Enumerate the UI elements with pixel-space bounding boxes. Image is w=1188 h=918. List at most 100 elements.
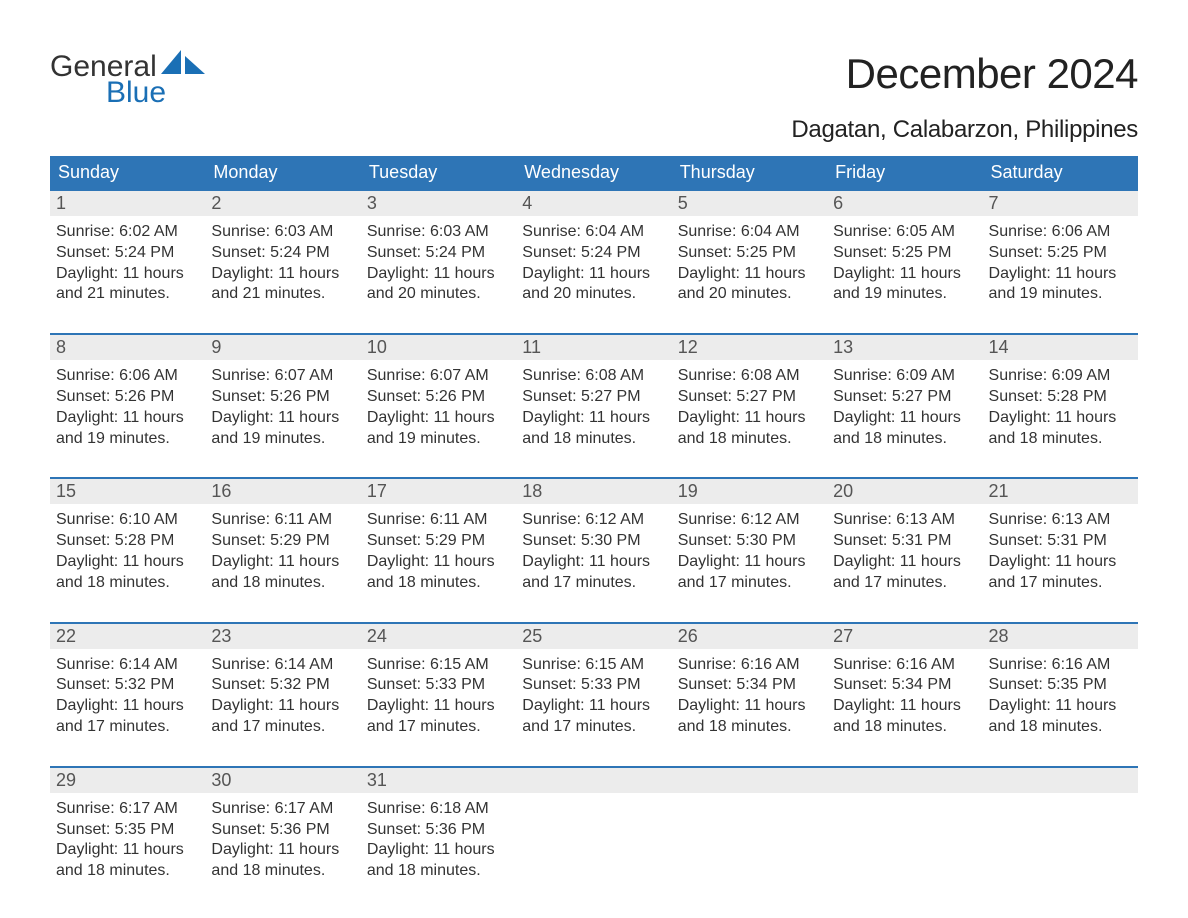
- day-cell: 8Sunrise: 6:06 AMSunset: 5:26 PMDaylight…: [50, 335, 205, 453]
- daylight-text: Daylight: 11 hours and 20 minutes.: [678, 264, 821, 306]
- day-number: 5: [672, 191, 827, 216]
- day-cell: 9Sunrise: 6:07 AMSunset: 5:26 PMDaylight…: [205, 335, 360, 453]
- sunrise-text: Sunrise: 6:14 AM: [56, 655, 199, 676]
- sunset-text: Sunset: 5:27 PM: [678, 387, 821, 408]
- sunrise-text: Sunrise: 6:08 AM: [678, 366, 821, 387]
- daylight-text: Daylight: 11 hours and 18 minutes.: [989, 696, 1132, 738]
- daylight-text: Daylight: 11 hours and 18 minutes.: [211, 552, 354, 594]
- day-cell: 5Sunrise: 6:04 AMSunset: 5:25 PMDaylight…: [672, 191, 827, 309]
- sunset-text: Sunset: 5:26 PM: [56, 387, 199, 408]
- daylight-text: Daylight: 11 hours and 21 minutes.: [56, 264, 199, 306]
- sunset-text: Sunset: 5:29 PM: [367, 531, 510, 552]
- day-body: Sunrise: 6:16 AMSunset: 5:34 PMDaylight:…: [672, 649, 827, 742]
- daylight-text: Daylight: 11 hours and 18 minutes.: [833, 408, 976, 450]
- day-body: Sunrise: 6:18 AMSunset: 5:36 PMDaylight:…: [361, 793, 516, 886]
- sunset-text: Sunset: 5:31 PM: [989, 531, 1132, 552]
- sunset-text: Sunset: 5:29 PM: [211, 531, 354, 552]
- day-cell: 23Sunrise: 6:14 AMSunset: 5:32 PMDayligh…: [205, 624, 360, 742]
- weekday-header: Sunday: [50, 156, 205, 191]
- daylight-text: Daylight: 11 hours and 17 minutes.: [522, 552, 665, 594]
- daylight-text: Daylight: 11 hours and 19 minutes.: [211, 408, 354, 450]
- day-number: 7: [983, 191, 1138, 216]
- daylight-text: Daylight: 11 hours and 18 minutes.: [989, 408, 1132, 450]
- day-cell: 1Sunrise: 6:02 AMSunset: 5:24 PMDaylight…: [50, 191, 205, 309]
- sunrise-text: Sunrise: 6:06 AM: [989, 222, 1132, 243]
- week-row: 1Sunrise: 6:02 AMSunset: 5:24 PMDaylight…: [50, 191, 1138, 309]
- day-number: 12: [672, 335, 827, 360]
- day-cell: 22Sunrise: 6:14 AMSunset: 5:32 PMDayligh…: [50, 624, 205, 742]
- sunrise-text: Sunrise: 6:18 AM: [367, 799, 510, 820]
- day-number: 31: [361, 768, 516, 793]
- day-number: 28: [983, 624, 1138, 649]
- day-number: 19: [672, 479, 827, 504]
- day-number: 17: [361, 479, 516, 504]
- day-number: 24: [361, 624, 516, 649]
- daylight-text: Daylight: 11 hours and 17 minutes.: [56, 696, 199, 738]
- day-body: Sunrise: 6:10 AMSunset: 5:28 PMDaylight:…: [50, 504, 205, 597]
- sunrise-text: Sunrise: 6:15 AM: [367, 655, 510, 676]
- sunrise-text: Sunrise: 6:07 AM: [211, 366, 354, 387]
- day-number: 1: [50, 191, 205, 216]
- day-number: 23: [205, 624, 360, 649]
- sunrise-text: Sunrise: 6:17 AM: [56, 799, 199, 820]
- daylight-text: Daylight: 11 hours and 17 minutes.: [989, 552, 1132, 594]
- daylight-text: Daylight: 11 hours and 17 minutes.: [678, 552, 821, 594]
- day-cell: 13Sunrise: 6:09 AMSunset: 5:27 PMDayligh…: [827, 335, 982, 453]
- daylight-text: Daylight: 11 hours and 19 minutes.: [833, 264, 976, 306]
- sunset-text: Sunset: 5:32 PM: [211, 675, 354, 696]
- day-cell: 15Sunrise: 6:10 AMSunset: 5:28 PMDayligh…: [50, 479, 205, 597]
- sail-icon: [161, 50, 207, 80]
- day-body: Sunrise: 6:14 AMSunset: 5:32 PMDaylight:…: [205, 649, 360, 742]
- weekday-header: Thursday: [672, 156, 827, 191]
- day-cell: 10Sunrise: 6:07 AMSunset: 5:26 PMDayligh…: [361, 335, 516, 453]
- sunset-text: Sunset: 5:27 PM: [522, 387, 665, 408]
- sunset-text: Sunset: 5:36 PM: [211, 820, 354, 841]
- daylight-text: Daylight: 11 hours and 19 minutes.: [989, 264, 1132, 306]
- day-number: 4: [516, 191, 671, 216]
- month-title: December 2024: [791, 50, 1138, 98]
- sunset-text: Sunset: 5:25 PM: [678, 243, 821, 264]
- sunrise-text: Sunrise: 6:14 AM: [211, 655, 354, 676]
- daylight-text: Daylight: 11 hours and 18 minutes.: [56, 552, 199, 594]
- day-body: Sunrise: 6:16 AMSunset: 5:35 PMDaylight:…: [983, 649, 1138, 742]
- day-cell: 20Sunrise: 6:13 AMSunset: 5:31 PMDayligh…: [827, 479, 982, 597]
- day-cell: 14Sunrise: 6:09 AMSunset: 5:28 PMDayligh…: [983, 335, 1138, 453]
- sunset-text: Sunset: 5:36 PM: [367, 820, 510, 841]
- day-number: 18: [516, 479, 671, 504]
- weekday-header-row: Sunday Monday Tuesday Wednesday Thursday…: [50, 156, 1138, 191]
- day-number: 11: [516, 335, 671, 360]
- sunrise-text: Sunrise: 6:10 AM: [56, 510, 199, 531]
- sunset-text: Sunset: 5:26 PM: [211, 387, 354, 408]
- day-number: 26: [672, 624, 827, 649]
- day-number: 20: [827, 479, 982, 504]
- day-number: [983, 768, 1138, 793]
- day-number: 10: [361, 335, 516, 360]
- location-subtitle: Dagatan, Calabarzon, Philippines: [791, 116, 1138, 144]
- sunrise-text: Sunrise: 6:09 AM: [833, 366, 976, 387]
- sunrise-text: Sunrise: 6:15 AM: [522, 655, 665, 676]
- sunrise-text: Sunrise: 6:12 AM: [678, 510, 821, 531]
- day-cell: [983, 768, 1138, 886]
- day-body: Sunrise: 6:04 AMSunset: 5:24 PMDaylight:…: [516, 216, 671, 309]
- day-body: Sunrise: 6:15 AMSunset: 5:33 PMDaylight:…: [361, 649, 516, 742]
- day-body: Sunrise: 6:08 AMSunset: 5:27 PMDaylight:…: [516, 360, 671, 453]
- sunrise-text: Sunrise: 6:11 AM: [211, 510, 354, 531]
- sunrise-text: Sunrise: 6:04 AM: [522, 222, 665, 243]
- brand-logo: General Blue: [50, 50, 207, 108]
- day-cell: 25Sunrise: 6:15 AMSunset: 5:33 PMDayligh…: [516, 624, 671, 742]
- sunset-text: Sunset: 5:26 PM: [367, 387, 510, 408]
- day-number: 2: [205, 191, 360, 216]
- day-body: Sunrise: 6:06 AMSunset: 5:26 PMDaylight:…: [50, 360, 205, 453]
- day-number: 21: [983, 479, 1138, 504]
- day-body: Sunrise: 6:15 AMSunset: 5:33 PMDaylight:…: [516, 649, 671, 742]
- sunrise-text: Sunrise: 6:16 AM: [989, 655, 1132, 676]
- sunrise-text: Sunrise: 6:17 AM: [211, 799, 354, 820]
- day-body: Sunrise: 6:03 AMSunset: 5:24 PMDaylight:…: [205, 216, 360, 309]
- day-number: 29: [50, 768, 205, 793]
- sunset-text: Sunset: 5:35 PM: [989, 675, 1132, 696]
- day-number: 14: [983, 335, 1138, 360]
- day-body: Sunrise: 6:12 AMSunset: 5:30 PMDaylight:…: [672, 504, 827, 597]
- weekday-header: Saturday: [983, 156, 1138, 191]
- day-body: Sunrise: 6:16 AMSunset: 5:34 PMDaylight:…: [827, 649, 982, 742]
- day-number: 27: [827, 624, 982, 649]
